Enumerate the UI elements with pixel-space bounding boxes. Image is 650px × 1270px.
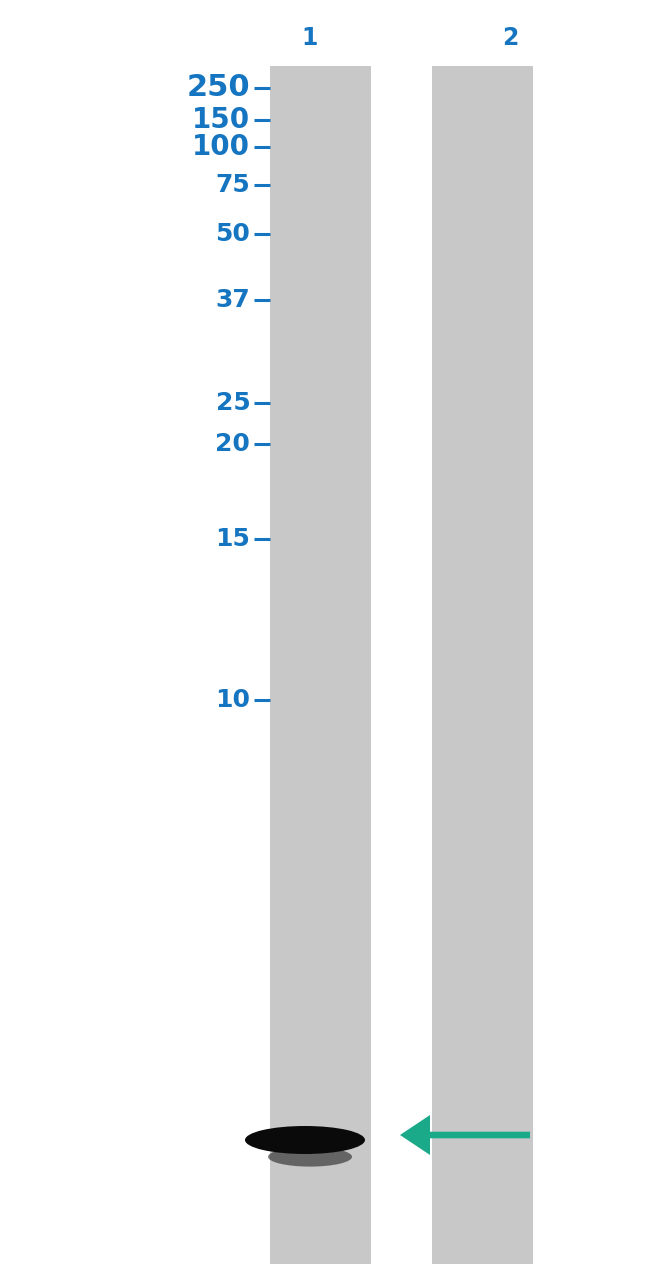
- Bar: [270, 66, 370, 1264]
- Text: 15: 15: [215, 527, 250, 551]
- Text: 150: 150: [192, 105, 250, 135]
- Ellipse shape: [245, 1126, 365, 1154]
- Text: 100: 100: [192, 133, 250, 161]
- Ellipse shape: [268, 1147, 352, 1167]
- FancyArrow shape: [400, 1115, 530, 1154]
- Text: 1: 1: [302, 25, 318, 50]
- Text: 20: 20: [215, 432, 250, 456]
- Bar: [432, 66, 533, 1264]
- Text: 2: 2: [502, 25, 518, 50]
- Text: 25: 25: [216, 391, 250, 415]
- Text: 250: 250: [187, 74, 250, 103]
- Text: 10: 10: [215, 688, 250, 712]
- Text: 37: 37: [216, 288, 250, 312]
- Text: 50: 50: [215, 222, 250, 246]
- Text: 75: 75: [216, 173, 250, 197]
